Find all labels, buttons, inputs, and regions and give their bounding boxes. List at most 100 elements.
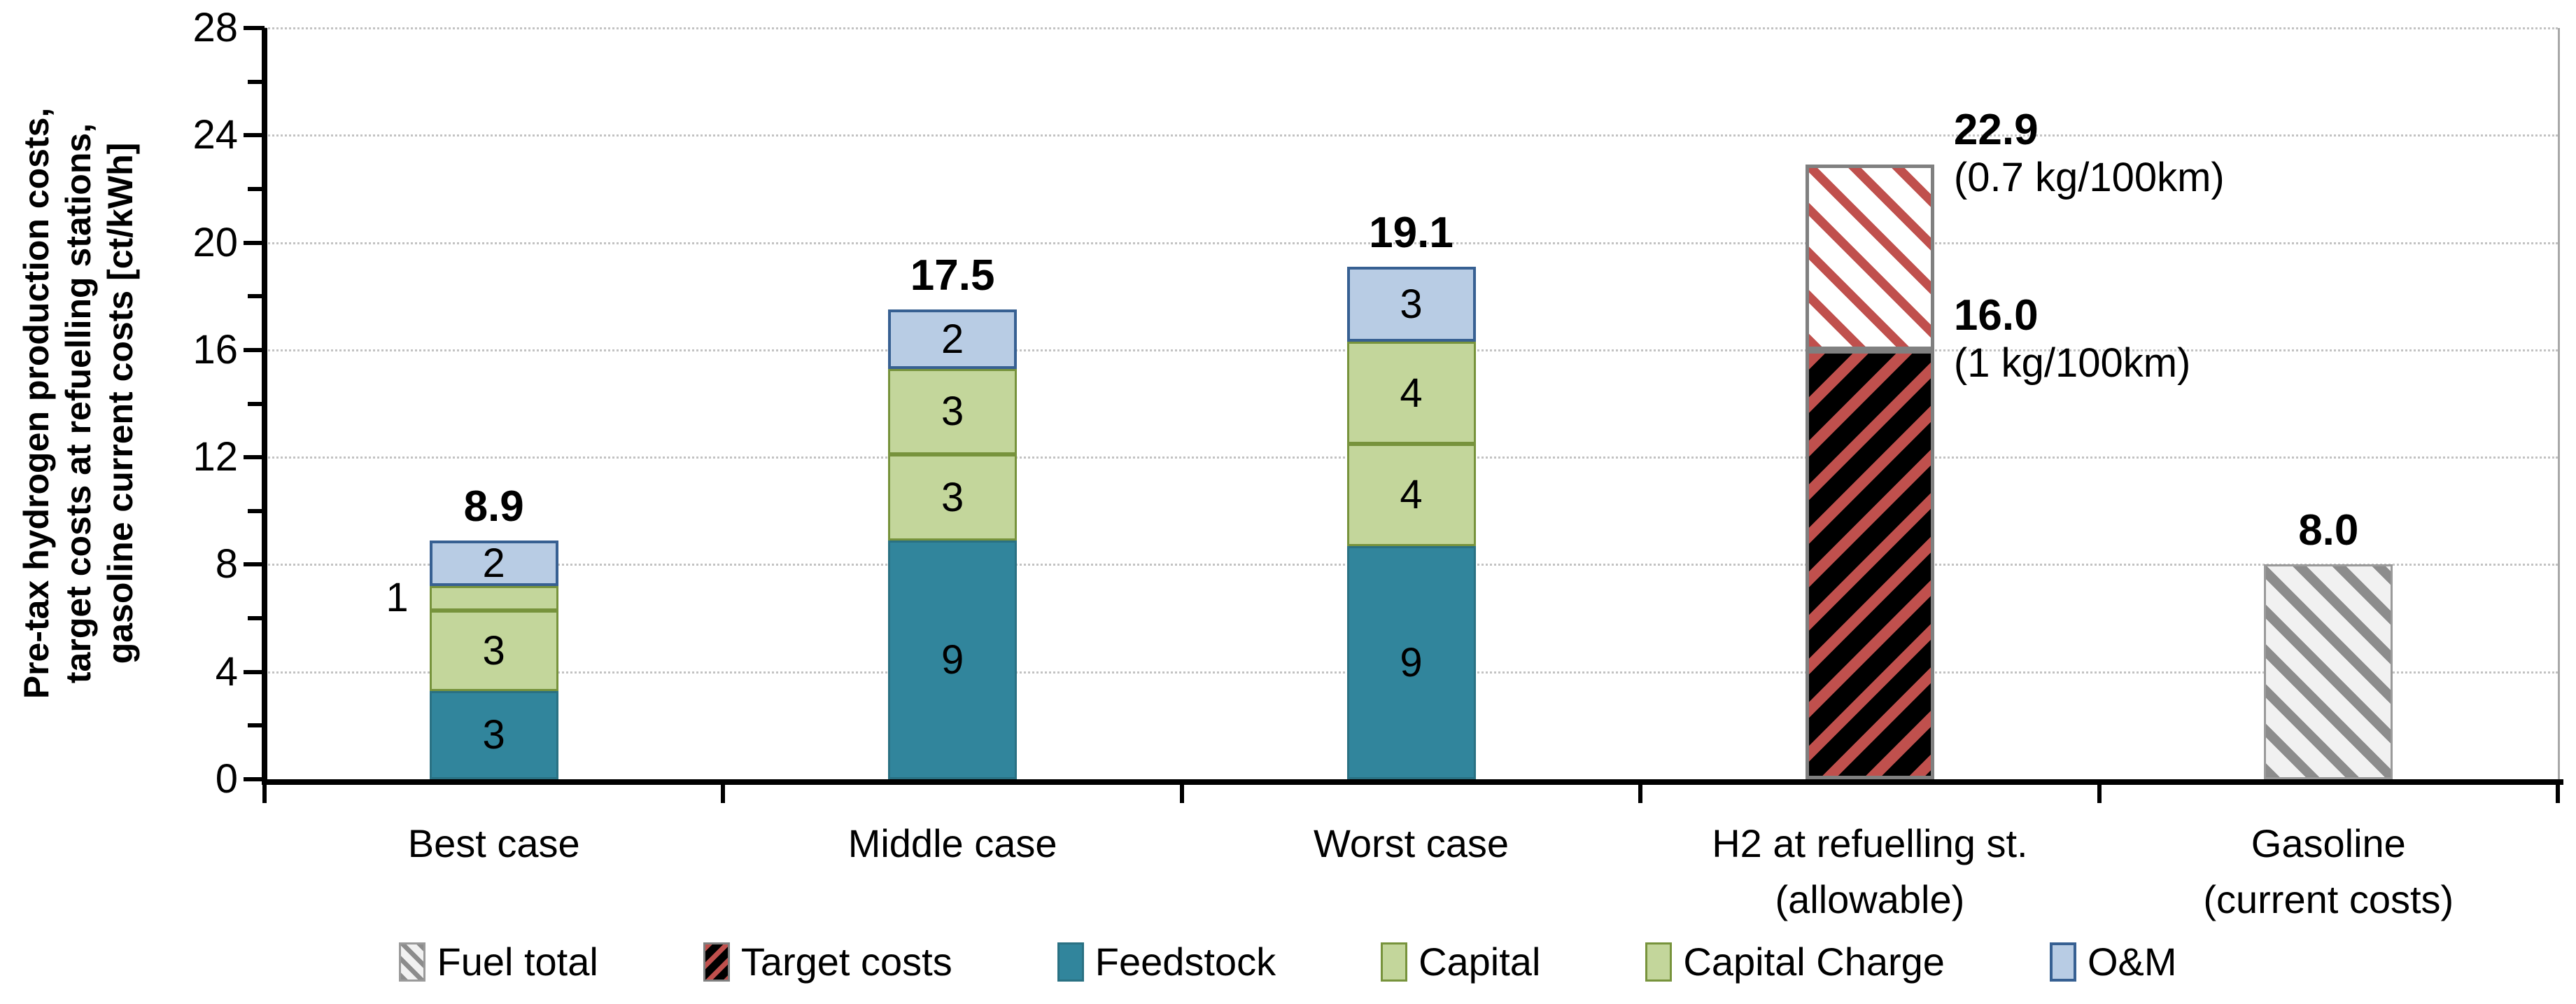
legend-label: Feedstock	[1095, 940, 1276, 984]
bar-total-label: 19.1	[1369, 209, 1454, 258]
y-axis-tick-label: 8	[215, 541, 238, 587]
x-axis	[262, 779, 2563, 785]
legend-label: Fuel total	[437, 940, 598, 984]
bar-segment-om	[429, 540, 558, 587]
bar-segment-capital	[1346, 443, 1476, 546]
y-axis	[262, 28, 267, 785]
bar-annotation-value: 22.9	[1953, 106, 2039, 155]
legend-swatch-fuel_gray	[399, 942, 426, 982]
category-label: Gasoline (current costs)	[2083, 816, 2573, 928]
bar-segment-label: 2	[482, 541, 505, 587]
legend-item-capital: Capital	[1381, 940, 1540, 984]
bar-segment-label: 1	[386, 575, 409, 621]
bar-segment-om	[1346, 267, 1476, 342]
bar-segment-target	[1805, 349, 1934, 779]
bar-segment-label: 3	[482, 627, 505, 674]
legend-swatch-om	[2049, 942, 2076, 982]
bar-total-label: 17.5	[910, 251, 995, 300]
bar-segment-label: 3	[1400, 281, 1423, 328]
y-axis-tick	[244, 133, 265, 138]
legend-swatch-target	[703, 942, 730, 982]
bar-segment-capital_charge	[1346, 342, 1476, 444]
category-label: H2 at refuelling st. (allowable)	[1625, 816, 2115, 928]
legend-item-target-costs: Target costs	[703, 940, 952, 984]
legend-label: Capital Charge	[1683, 940, 1945, 984]
bar-annotation-note: (0.7 kg/100km)	[1953, 155, 2225, 201]
y-axis-tick-label: 16	[192, 326, 238, 372]
bar-segment-capital	[888, 454, 1018, 541]
y-axis-tick	[244, 455, 265, 460]
legend-swatch-feedstock	[1057, 942, 1084, 982]
gridline	[265, 134, 2558, 137]
y-axis-tick	[248, 294, 265, 299]
legend-item-feedstock: Feedstock	[1057, 940, 1276, 984]
category-label-line: H2 at refuelling st.	[1712, 821, 2028, 865]
y-axis-tick-label: 24	[192, 112, 238, 158]
bar-annotation-note: (1 kg/100km)	[1953, 340, 2191, 386]
y-axis-tick	[244, 669, 265, 674]
legend-swatch-capital_charge	[1645, 942, 1673, 982]
bar-segment-feedstock	[429, 690, 558, 779]
category-label-line: Gasoline	[2251, 821, 2406, 865]
y-axis-tick	[244, 26, 265, 30]
category-label-line: (allowable)	[1775, 877, 1965, 921]
bar-segment-fuel_red	[1805, 165, 1934, 350]
gridline	[265, 242, 2558, 244]
legend-swatch-capital	[1381, 942, 1408, 982]
y-axis-tick-label: 28	[192, 5, 238, 50]
y-axis-tick-label: 4	[215, 648, 238, 695]
y-axis-tick	[244, 347, 265, 352]
legend-label: O&M	[2087, 940, 2177, 984]
x-axis-tick	[2097, 785, 2102, 803]
gridline	[265, 27, 2558, 29]
category-label-line: Middle case	[847, 821, 1057, 865]
bar-segment-label: 9	[941, 636, 964, 683]
bar-segment-label: 3	[941, 475, 964, 521]
category-label: Middle case	[708, 816, 1197, 872]
y-axis-tick-label: 12	[192, 434, 238, 480]
x-axis-tick	[262, 785, 267, 803]
category-label-line: Best case	[407, 821, 580, 865]
y-axis-tick	[244, 240, 265, 245]
category-label: Best case	[249, 816, 739, 872]
category-label-line: (current costs)	[2203, 877, 2454, 921]
category-label: Worst case	[1167, 816, 1656, 872]
y-axis-tick-label: 20	[192, 219, 238, 265]
legend-label: Capital	[1419, 940, 1541, 984]
bar-total-label: 8.0	[2298, 506, 2359, 555]
legend: Fuel total Target costs Feedstock Capital Ca…	[0, 940, 2576, 984]
x-axis-tick	[1638, 785, 1643, 803]
bar-segment-label: 2	[941, 316, 964, 363]
bar-segment-label: 4	[1400, 472, 1423, 518]
bar-segment-feedstock	[1346, 545, 1476, 779]
bar-segment-om	[888, 309, 1018, 369]
bar-segment-label: 4	[1400, 370, 1423, 416]
bar-segment-label: 9	[1400, 639, 1423, 685]
bar-segment-capital	[429, 610, 558, 691]
x-axis-tick	[721, 785, 726, 803]
y-axis-tick-label: 0	[215, 756, 238, 802]
bar-annotation-value: 16.0	[1953, 291, 2039, 340]
y-axis-tick	[248, 401, 265, 406]
bar-segment-capital_charge	[429, 586, 558, 611]
plot-right-border	[2558, 28, 2560, 779]
y-axis-tick	[248, 186, 265, 191]
bar-total-label: 8.9	[463, 482, 524, 531]
y-axis-tick	[248, 723, 265, 728]
legend-item-fuel-total: Fuel total	[399, 940, 598, 984]
bar-segment-label: 3	[482, 712, 505, 758]
bar-segment-fuel_gray	[2264, 564, 2393, 779]
y-axis-tick	[248, 508, 265, 513]
x-axis-tick	[1179, 785, 1184, 803]
y-axis-tick	[248, 616, 265, 621]
bar-segment-label: 3	[941, 389, 964, 435]
bar-segment-capital_charge	[888, 368, 1018, 455]
legend-label: Target costs	[740, 940, 952, 984]
legend-item-capital-charge: Capital Charge	[1645, 940, 1945, 984]
legend-item-o-m: O&M	[2049, 940, 2177, 984]
category-label-line: Worst case	[1313, 821, 1509, 865]
y-axis-tick	[244, 777, 265, 781]
x-axis-tick	[2556, 785, 2560, 803]
